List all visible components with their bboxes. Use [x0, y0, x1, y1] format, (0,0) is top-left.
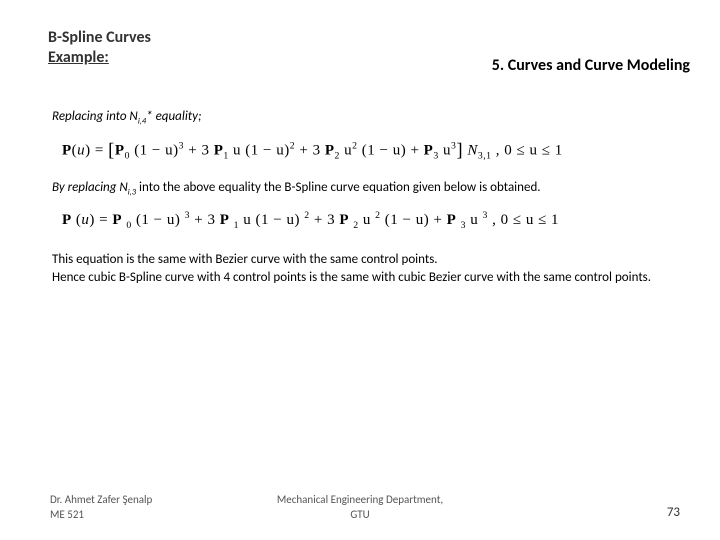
footer-dept2: GTU [0, 508, 720, 522]
equation-1: P(u) = [P0 (1 − u)3 + 3 P1 u (1 − u)2 + … [62, 138, 680, 164]
conclusion-line2: Hence cubic B-Spline curve with 4 contro… [52, 269, 680, 287]
page-number: 73 [667, 505, 680, 520]
chapter-title: 5. Curves and Curve Modeling [492, 56, 690, 75]
title-line1: B-Spline Curves [48, 28, 151, 47]
mid-text: By replacing Ni,3 into the above equalit… [52, 179, 680, 199]
slide-title: B-Spline Curves Example: [48, 28, 151, 68]
footer-dept1: Mechanical Engineering Department, [0, 493, 720, 507]
equation-2: P (u) = P 0 (1 − u) 3 + 3 P 1 u (1 − u) … [62, 209, 680, 233]
slide-body: Replacing into Ni,4* equality; P(u) = [P… [52, 108, 680, 287]
title-line2: Example: [48, 48, 109, 67]
conclusion-line1: This equation is the same with Bezier cu… [52, 251, 680, 269]
intro-text: Replacing into Ni,4* equality; [52, 108, 680, 128]
footer-department-block: Mechanical Engineering Department, GTU [0, 493, 720, 522]
conclusion: This equation is the same with Bezier cu… [52, 251, 680, 287]
